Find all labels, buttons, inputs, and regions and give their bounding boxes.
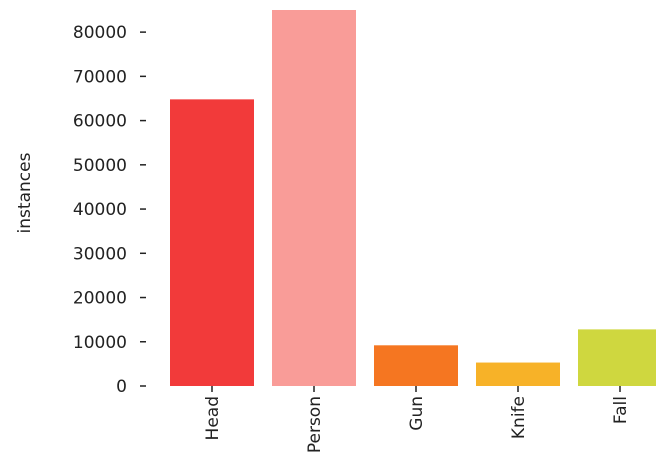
bars <box>170 10 656 387</box>
x-tick-label: Gun <box>407 396 427 431</box>
bar-head <box>170 99 254 387</box>
y-tick-label: 10000 <box>73 333 127 353</box>
y-tick-label: 70000 <box>73 67 127 87</box>
bar-knife <box>476 362 560 386</box>
bar-person <box>272 10 356 386</box>
y-tick-label: 50000 <box>73 156 127 176</box>
x-tick-label: Person <box>305 396 325 453</box>
bar-fall <box>578 329 656 386</box>
x-axis: Head Person Gun Knife Fall <box>203 386 631 453</box>
x-tick-label: Fall <box>611 396 631 424</box>
y-tick-label: 0 <box>116 377 127 397</box>
y-tick-label: 60000 <box>73 112 127 132</box>
bar-gun <box>374 345 458 386</box>
x-tick-label: Head <box>203 396 223 440</box>
y-axis-label: instances <box>15 152 35 233</box>
y-axis: 0 10000 20000 30000 40000 50000 60000 70000 8000… <box>73 23 146 397</box>
y-tick-label: 20000 <box>73 289 127 309</box>
x-tick-label: Knife <box>509 396 529 439</box>
y-tick-label: 40000 <box>73 200 127 220</box>
y-tick-label: 30000 <box>73 244 127 264</box>
y-tick-label: 80000 <box>73 23 127 43</box>
